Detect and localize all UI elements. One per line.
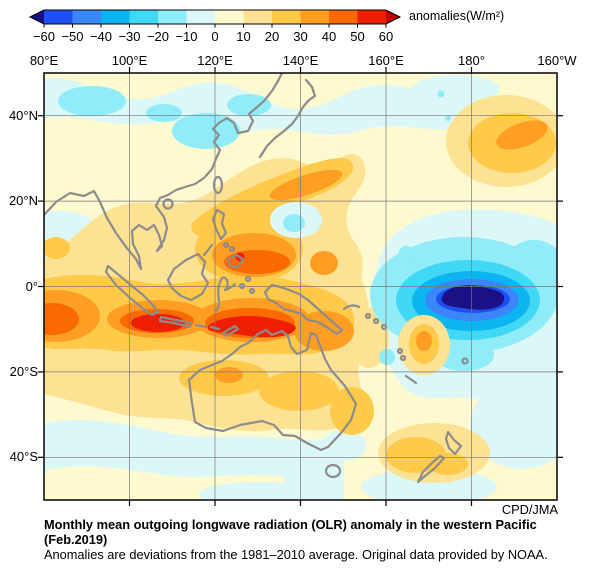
lat-tick-label: 20°N: [8, 193, 38, 209]
colorbar-segment: [329, 10, 358, 24]
axis-ticks: [38, 67, 563, 506]
colorbar-tick-label: 60: [379, 29, 393, 44]
lon-tick-label: 160°W: [537, 53, 577, 68]
colorbar-segment: [272, 10, 301, 24]
lon-tick-label: 140°E: [282, 53, 319, 68]
colorbar-segment: [129, 10, 159, 24]
coastlines: [44, 73, 469, 484]
lat-tick-label: 20°S: [9, 363, 38, 379]
colorbar-segment: [44, 10, 73, 24]
colorbar-segment: [158, 10, 187, 24]
gridlines: [44, 73, 557, 500]
lat-tick-label: 40°N: [8, 107, 38, 123]
colorbar-segment: [186, 10, 216, 24]
map-border: [43, 72, 558, 501]
colorbar: −60 −50 −40 −30 −20 −10 0 10 20 30 40 50 60 anomalie…: [0, 0, 600, 48]
map-plot: [38, 67, 563, 506]
colorbar-tick-label: 50: [350, 29, 364, 44]
colorbar-tick-label: −10: [175, 29, 197, 44]
colorbar-tick-label: −50: [61, 29, 83, 44]
colorbar-tick-label: 0: [211, 29, 218, 44]
lon-tick-label: 80°E: [29, 53, 59, 68]
lon-tick-label: 100°E: [111, 53, 148, 68]
colorbar-svg: −60 −50 −40 −30 −20 −10 0 10 20 30 40 50 60: [28, 9, 402, 44]
figure-title: Monthly mean outgoing longwave radiation…: [44, 517, 537, 547]
anomaly-field: [44, 73, 557, 500]
figure-caption: Monthly mean outgoing longwave radiation…: [44, 517, 564, 563]
colorbar-tick-label: 20: [265, 29, 279, 44]
colorbar-tick-label: 40: [322, 29, 336, 44]
colorbar-segment: [243, 10, 273, 24]
lat-tick-label: 40°S: [9, 449, 38, 465]
lon-tick-label: 180°: [458, 53, 485, 68]
lat-tick-label: 0°: [25, 278, 38, 294]
figure-source-note: Anomalies are deviations from the 1981–2…: [44, 547, 548, 563]
colorbar-tick-label: −20: [147, 29, 169, 44]
colorbar-tick-label: −30: [118, 29, 140, 44]
colorbar-over-arrow-icon: [386, 10, 400, 24]
colorbar-segment: [357, 10, 387, 24]
colorbar-segment: [215, 10, 244, 24]
colorbar-segment: [300, 10, 330, 24]
colorbar-under-arrow-icon: [30, 10, 44, 24]
credit-label: CPD/JMA: [501, 502, 558, 517]
colorbar-segment: [72, 10, 102, 24]
colorbar-unit-label: anomalies(W/m²): [409, 9, 505, 23]
lon-tick-label: 120°E: [197, 53, 233, 68]
lon-tick-label: 160°E: [368, 53, 404, 68]
colorbar-tick-label: −40: [90, 29, 112, 44]
colorbar-tick-label: 30: [293, 29, 307, 44]
colorbar-tick-label: −60: [33, 29, 55, 44]
colorbar-tick-label: 10: [236, 29, 250, 44]
colorbar-segment: [101, 10, 130, 24]
